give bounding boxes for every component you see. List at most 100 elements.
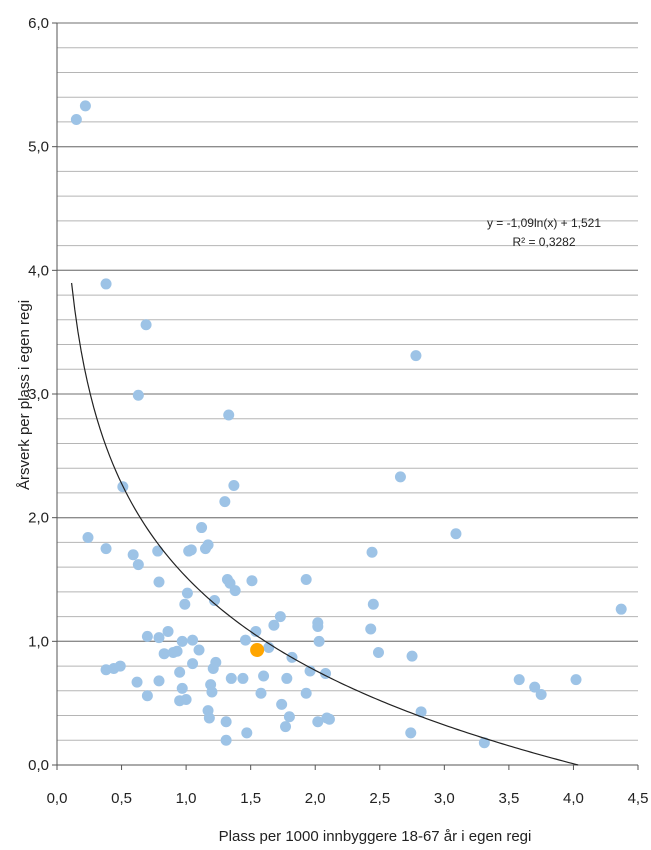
data-point	[276, 698, 288, 710]
data-point	[202, 539, 214, 551]
data-point	[313, 635, 325, 647]
y-tick-label: 6,0	[28, 15, 49, 32]
data-point	[281, 672, 293, 684]
data-point	[132, 389, 144, 401]
data-point	[570, 674, 582, 686]
data-point	[209, 595, 221, 607]
data-point	[158, 648, 170, 660]
x-tick-label: 1,0	[176, 790, 197, 807]
data-point	[171, 645, 183, 657]
data-point	[225, 672, 237, 684]
x-tick-label: 2,5	[369, 790, 390, 807]
data-point	[268, 619, 280, 631]
data-point	[513, 674, 525, 686]
data-point	[70, 113, 82, 125]
data-point	[300, 574, 312, 585]
y-axis-title: Årsverk per plass i egen regi	[16, 300, 33, 490]
data-point	[220, 734, 232, 746]
x-tick-label: 3,0	[434, 790, 455, 807]
data-point	[255, 687, 267, 699]
y-tick-label: 1,0	[28, 633, 49, 650]
x-tick-label: 2,0	[305, 790, 326, 807]
data-point	[320, 667, 332, 679]
data-point	[450, 528, 462, 540]
data-point	[300, 687, 312, 699]
data-point	[140, 319, 152, 331]
data-point	[193, 644, 205, 656]
data-point	[535, 689, 547, 701]
data-point	[219, 496, 231, 508]
data-point	[196, 522, 208, 534]
data-point	[187, 658, 199, 670]
data-point	[153, 576, 165, 588]
data-point	[79, 100, 91, 112]
x-axis-title: Plass per 1000 innbyggere 18-67 år i ege…	[219, 828, 532, 845]
y-tick-labels: 0,0 1,0 2,0 3,0 4,0 5,0 6,0	[28, 15, 57, 774]
data-point	[406, 650, 418, 662]
data-point	[241, 727, 253, 739]
x-tick-label: 0,0	[47, 790, 68, 807]
x-tick-label: 1,5	[240, 790, 261, 807]
highlight-point	[250, 642, 265, 657]
data-point	[179, 598, 191, 610]
data-points	[70, 100, 627, 749]
data-point	[366, 546, 378, 558]
data-point	[372, 646, 384, 658]
data-point	[312, 716, 324, 728]
data-point	[365, 623, 377, 635]
data-point	[162, 625, 174, 637]
data-point	[223, 409, 235, 421]
data-point	[141, 630, 153, 642]
data-point	[210, 656, 222, 668]
y-tick-label: 0,0	[28, 757, 49, 774]
x-tick-label: 4,0	[563, 790, 584, 807]
data-point	[153, 632, 165, 644]
data-point	[415, 706, 427, 718]
data-point	[274, 611, 286, 623]
data-point	[323, 713, 335, 725]
data-point	[176, 682, 188, 694]
data-point	[174, 666, 186, 678]
x-tick-label: 0,5	[111, 790, 132, 807]
data-point	[131, 676, 143, 688]
x-tick-label: 3,5	[498, 790, 519, 807]
data-point	[176, 635, 188, 647]
data-point	[100, 278, 112, 290]
data-point	[114, 660, 126, 672]
data-point	[312, 620, 324, 632]
data-point	[132, 559, 144, 571]
trendline-r-squared: R² = 0,3282	[512, 235, 575, 249]
data-point	[258, 670, 270, 682]
trendline	[70, 282, 579, 766]
trendline-curve	[70, 282, 579, 766]
data-point	[405, 727, 417, 739]
data-point	[304, 665, 316, 677]
data-point	[250, 625, 262, 637]
data-point	[206, 686, 218, 698]
data-point	[367, 598, 379, 610]
data-point	[185, 544, 197, 556]
data-point	[615, 603, 627, 615]
data-point	[280, 721, 292, 733]
data-point	[203, 712, 215, 724]
data-point	[228, 480, 240, 492]
data-point	[220, 716, 232, 728]
data-point	[180, 693, 192, 705]
gridlines	[57, 22, 638, 741]
data-point	[240, 634, 252, 646]
data-point	[187, 634, 199, 646]
data-point	[283, 711, 295, 723]
x-tick-labels: 0,0 0,5 1,0 1,5 2,0 2,5 3,0 3,5 4,0 4,5	[47, 765, 649, 807]
data-point	[127, 549, 139, 561]
data-point	[82, 531, 94, 543]
x-tick-label: 4,5	[628, 790, 649, 807]
y-tick-label: 2,0	[28, 510, 49, 527]
trendline-equation: y = -1,09ln(x) + 1,521	[487, 216, 601, 230]
data-point	[141, 690, 153, 702]
data-point	[152, 545, 164, 557]
data-point	[229, 585, 241, 597]
data-point	[394, 471, 406, 483]
data-point	[529, 681, 541, 693]
data-point	[478, 737, 490, 749]
